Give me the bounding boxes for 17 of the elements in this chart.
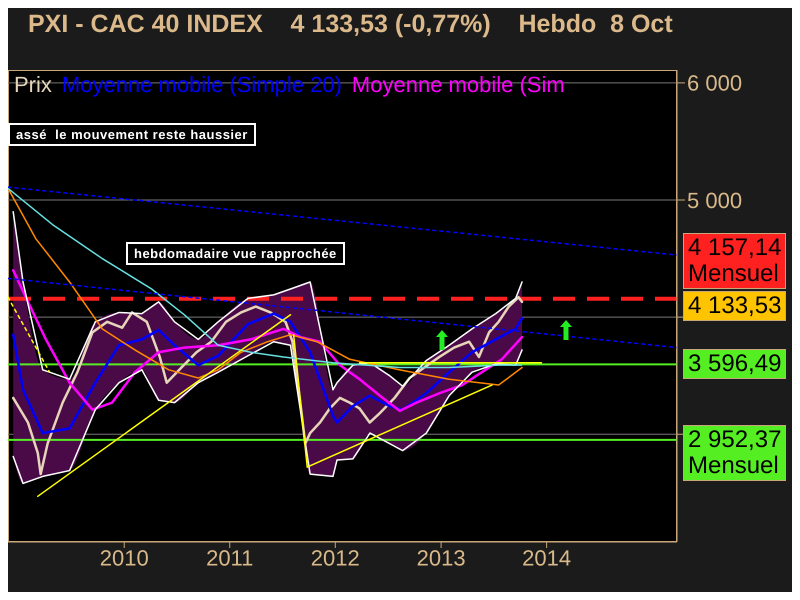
chart-title: PXI - CAC 40 INDEX 4 133,53 (-0,77%) Hebdo 8 Oct (28, 10, 673, 39)
x-tick-label: 2013 (416, 546, 466, 571)
text: 4 133,53 (688, 292, 782, 319)
text: Prix (14, 72, 52, 98)
x-tick-label: 2012 (310, 546, 360, 571)
x-tick-label: 2011 (206, 546, 254, 571)
y-tick-label: 5 000 (687, 188, 742, 213)
ref-line-label: 2 952,37 Mensuel (688, 426, 782, 479)
annotation: hebdomadaire vue rapprochée (126, 242, 345, 265)
x-tick-label: 2014 (522, 546, 572, 571)
y-tick-label: 6 000 (687, 70, 742, 96)
text: Moyenne mobile (Simple 20) (62, 72, 342, 98)
annotation: assé le mouvement reste haussier (8, 123, 256, 146)
x-tick-label: 2010 (100, 546, 149, 571)
text: Moyenne mobile (Sim (352, 72, 565, 98)
ref-line-label: 4 157,14 Mensuel (688, 234, 782, 287)
ref-line-label: 3 596,49 (688, 350, 782, 378)
